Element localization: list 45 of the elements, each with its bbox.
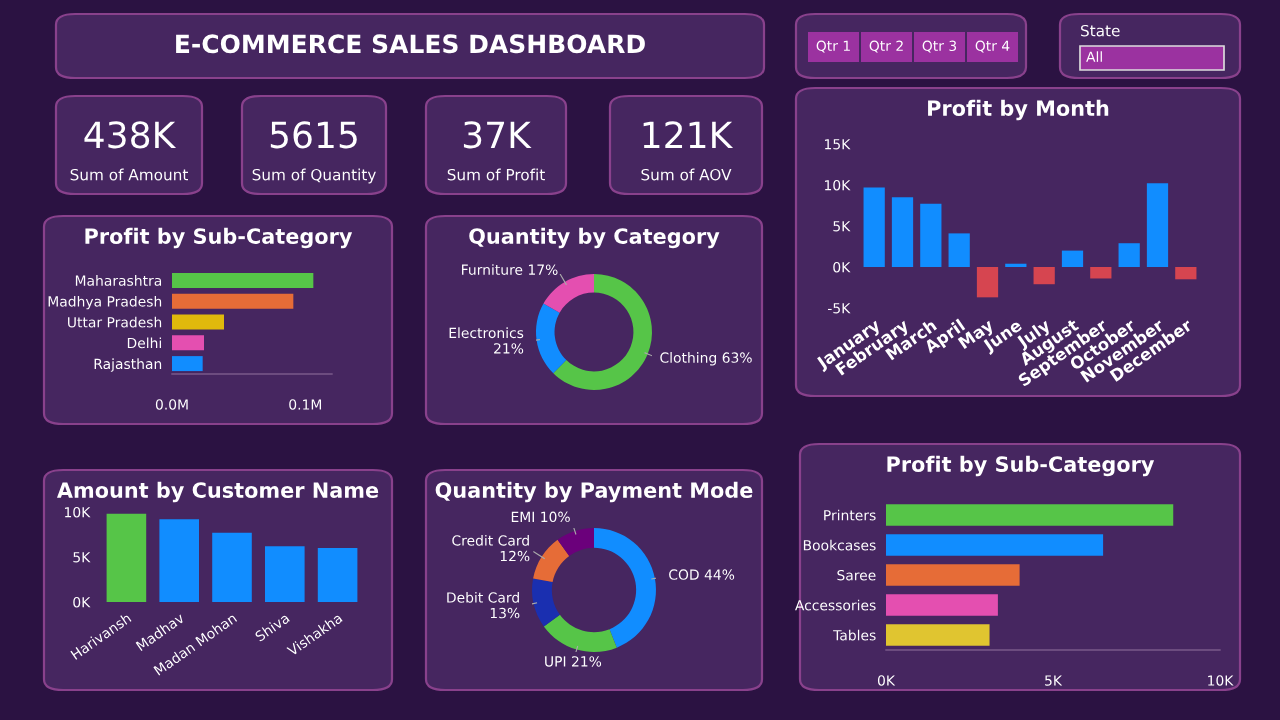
- bar: [863, 187, 885, 267]
- bar: [976, 267, 999, 298]
- donut-slice: [594, 528, 656, 648]
- bar: [886, 624, 990, 646]
- chart-title: Amount by Customer Name: [56, 481, 379, 503]
- bar: [317, 548, 358, 602]
- bar: [886, 594, 998, 616]
- bar: [1146, 183, 1169, 267]
- chart-title: Quantity by Payment Mode: [435, 481, 753, 503]
- bar: [886, 504, 1174, 526]
- bar: [1090, 267, 1112, 279]
- bar: [886, 564, 1020, 586]
- bar: [1033, 267, 1055, 285]
- bar: [172, 314, 224, 330]
- bar: [212, 532, 252, 602]
- donut-slice: [543, 274, 594, 313]
- bar: [265, 546, 305, 602]
- donut-slice: [533, 539, 570, 583]
- chart-title: Profit by Sub-Category: [887, 455, 1155, 477]
- bar: [1061, 250, 1084, 267]
- donut-slice: [532, 578, 560, 627]
- text: 5615: [270, 121, 357, 149]
- bar: [891, 197, 914, 267]
- bar: [1118, 243, 1140, 267]
- chart-title: Profit by Month: [928, 99, 1109, 121]
- bar: [172, 335, 204, 351]
- bar: [172, 356, 203, 372]
- bar: [159, 519, 199, 602]
- donut-slice: [536, 303, 567, 374]
- bar: [106, 513, 147, 602]
- bar: [948, 233, 970, 267]
- donut-slice: [553, 274, 652, 390]
- bar: [172, 293, 294, 309]
- text: 121K: [643, 121, 734, 148]
- text: 37K: [463, 121, 532, 149]
- bar: [920, 203, 942, 267]
- donut-slice: [557, 528, 594, 556]
- donut-slice: [543, 614, 617, 652]
- bar: [172, 272, 314, 288]
- text: 438K: [84, 121, 177, 149]
- chart-title: Profit by Sub-Category: [85, 227, 353, 249]
- bar: [1175, 267, 1197, 280]
- bar: [886, 534, 1104, 556]
- text: E-COMMERCE SALES DASHBOARD: [176, 34, 645, 54]
- chart-title: Quantity by Category: [469, 227, 720, 249]
